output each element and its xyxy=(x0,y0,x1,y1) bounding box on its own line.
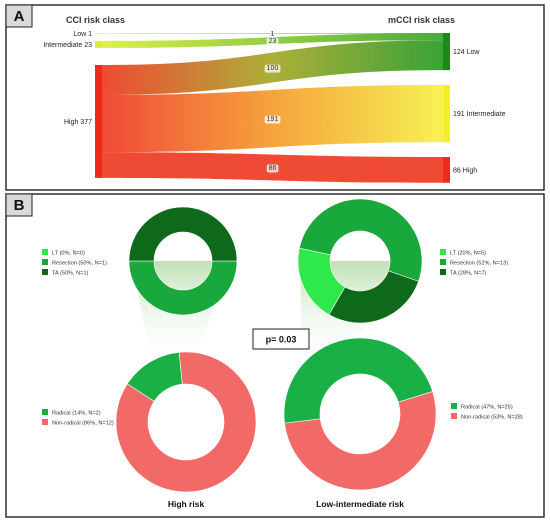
source-node-label: Intermediate 23 xyxy=(43,42,92,49)
legend-label: LT (0%, N=0) xyxy=(52,251,85,257)
donut-slice xyxy=(298,198,423,282)
legend-swatch xyxy=(42,259,48,265)
legends: LT (0%, N=0) Resection (50%, N=1) TA (50%,… xyxy=(42,249,523,427)
panel-b-border xyxy=(5,193,545,518)
low-int-risk-radical-donut xyxy=(297,198,423,324)
low-int-risk-legend: Radical (47%, N=25) Non-radical (53%, N=2… xyxy=(451,403,523,421)
flow-label: 191 xyxy=(267,116,279,123)
source-node-high xyxy=(95,65,102,178)
flow-label-bg xyxy=(264,115,281,124)
panel-b: B High risk Low-intermediate risk LT (0%,… xyxy=(5,193,545,518)
high-risk-radical-donut xyxy=(128,206,238,316)
donut-slice xyxy=(283,337,433,424)
legend-swatch xyxy=(451,413,457,419)
legend-label: Resection (50%, N=1) xyxy=(52,261,107,267)
cci-header: CCI risk class xyxy=(66,15,125,25)
target-node-low xyxy=(443,33,450,71)
flow-label: 1 xyxy=(271,31,275,38)
source-node-label: Low 1 xyxy=(73,31,92,38)
donut-slice xyxy=(128,260,238,316)
donut-slice xyxy=(328,270,419,324)
target-node-label: 191 Intermediate xyxy=(453,111,506,118)
low-int-risk-radical-legend: LT (20%, N=5) Resection (52%, N=13) TA (28… xyxy=(440,249,508,277)
high-risk-legend: Radical (14%, N=2) Non-radical (86%, N=12… xyxy=(42,409,114,427)
target-node-high xyxy=(443,157,450,183)
high-risk-radical-legend: LT (0%, N=0) Resection (50%, N=1) TA (50%,… xyxy=(42,249,107,277)
panel-a-letter: A xyxy=(14,8,25,25)
donut-charts: High risk Low-intermediate risk xyxy=(115,198,437,509)
source-node-low xyxy=(95,33,102,34)
flow-label-bg xyxy=(266,37,279,46)
donut-slice xyxy=(128,206,238,262)
panel-a: A CCI risk class mCCI risk class 1231001… xyxy=(5,4,545,191)
legend-swatch xyxy=(42,409,48,415)
donut-slice xyxy=(284,391,437,491)
group-title: Low-intermediate risk xyxy=(316,499,404,509)
legend-label: Non-radical (53%, N=28) xyxy=(461,415,523,421)
legend-swatch xyxy=(451,403,457,409)
group-title: High risk xyxy=(168,499,205,509)
flow-label: 86 xyxy=(269,165,277,172)
legend-label: Non-radical (86%, N=12) xyxy=(52,421,114,427)
panel-b-letter: B xyxy=(14,197,25,214)
flow-low-to-low xyxy=(102,33,443,34)
donut-slice xyxy=(115,351,257,493)
source-node-intermediate xyxy=(95,41,102,48)
legend-label: LT (20%, N=5) xyxy=(450,251,486,257)
target-node-label: 86 High xyxy=(453,167,477,174)
legend-swatch xyxy=(440,249,446,255)
flow-label: 23 xyxy=(269,38,277,45)
legend-swatch xyxy=(42,419,48,425)
low-int-risk-donut xyxy=(283,337,437,491)
high-risk-donut xyxy=(115,351,257,493)
target-node-intermediate xyxy=(443,85,450,143)
flow-label-bg xyxy=(266,164,279,173)
mcci-header: mCCI risk class xyxy=(388,15,455,25)
legend-swatch xyxy=(440,259,446,265)
p-value-box xyxy=(252,328,310,350)
legend-swatch xyxy=(42,249,48,255)
target-node-label: 124 Low xyxy=(453,49,480,56)
panel-a-border xyxy=(5,4,545,191)
legend-label: TA (28%, N=7) xyxy=(450,271,487,277)
legend-swatch xyxy=(42,269,48,275)
legend-label: TA (50%, N=1) xyxy=(52,271,89,277)
sankey-diagram: 123 100 191 86 Low 1 Intermediate 23 High 377 1… xyxy=(43,31,506,183)
legend-label: Resection (52%, N=13) xyxy=(450,261,508,267)
panel-a-letter-box xyxy=(5,4,33,28)
legend-swatch xyxy=(440,269,446,275)
flow-label-bg xyxy=(264,64,281,73)
legend-label: Radical (14%, N=2) xyxy=(52,411,101,417)
p-value: p= 0.03 xyxy=(266,335,297,345)
panel-b-letter-box xyxy=(5,193,33,217)
source-node-label: High 377 xyxy=(64,119,92,126)
flow-label: 100 xyxy=(267,65,279,72)
legend-label: Radical (47%, N=25) xyxy=(461,405,513,411)
